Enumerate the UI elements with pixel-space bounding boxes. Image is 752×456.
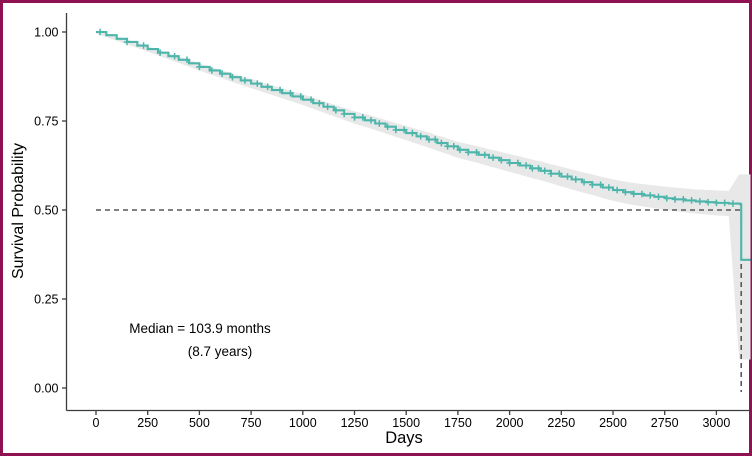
y-tick-label: 0.75 — [34, 115, 58, 129]
x-tick-label: 2000 — [496, 416, 524, 430]
x-axis-label: Days — [385, 429, 423, 447]
y-tick-label: 0.00 — [34, 382, 58, 396]
y-tick-label: 0.25 — [34, 293, 58, 307]
x-tick-label: 750 — [241, 416, 262, 430]
x-tick-label: 2500 — [599, 416, 627, 430]
median-annotation-line2: (8.7 years) — [188, 344, 253, 359]
x-tick-label: 2250 — [547, 416, 575, 430]
x-tick-label: 250 — [137, 416, 158, 430]
x-tick-label: 500 — [189, 416, 210, 430]
x-tick-label: 0 — [93, 416, 100, 430]
y-axis-label: Survival Probability — [10, 143, 27, 279]
x-tick-label: 2750 — [651, 416, 679, 430]
x-tick-label: 3000 — [702, 416, 730, 430]
median-annotation-line1: Median = 103.9 months — [129, 321, 271, 336]
y-tick-label: 0.50 — [34, 204, 58, 218]
x-tick-label: 1500 — [392, 416, 420, 430]
x-tick-label: 1000 — [289, 416, 317, 430]
x-tick-label: 1750 — [444, 416, 472, 430]
confidence-band — [96, 30, 751, 360]
y-tick-label: 1.00 — [34, 26, 58, 40]
survival-curve — [96, 30, 751, 261]
x-tick-label: 1250 — [341, 416, 369, 430]
km-survival-chart: Survival Probability Days Median = 103.9… — [10, 13, 751, 447]
